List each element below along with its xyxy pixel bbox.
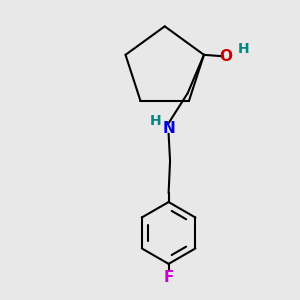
Text: H: H [149, 114, 161, 128]
Text: O: O [220, 49, 232, 64]
Text: F: F [164, 270, 174, 285]
Text: N: N [162, 121, 175, 136]
Text: H: H [238, 42, 250, 56]
